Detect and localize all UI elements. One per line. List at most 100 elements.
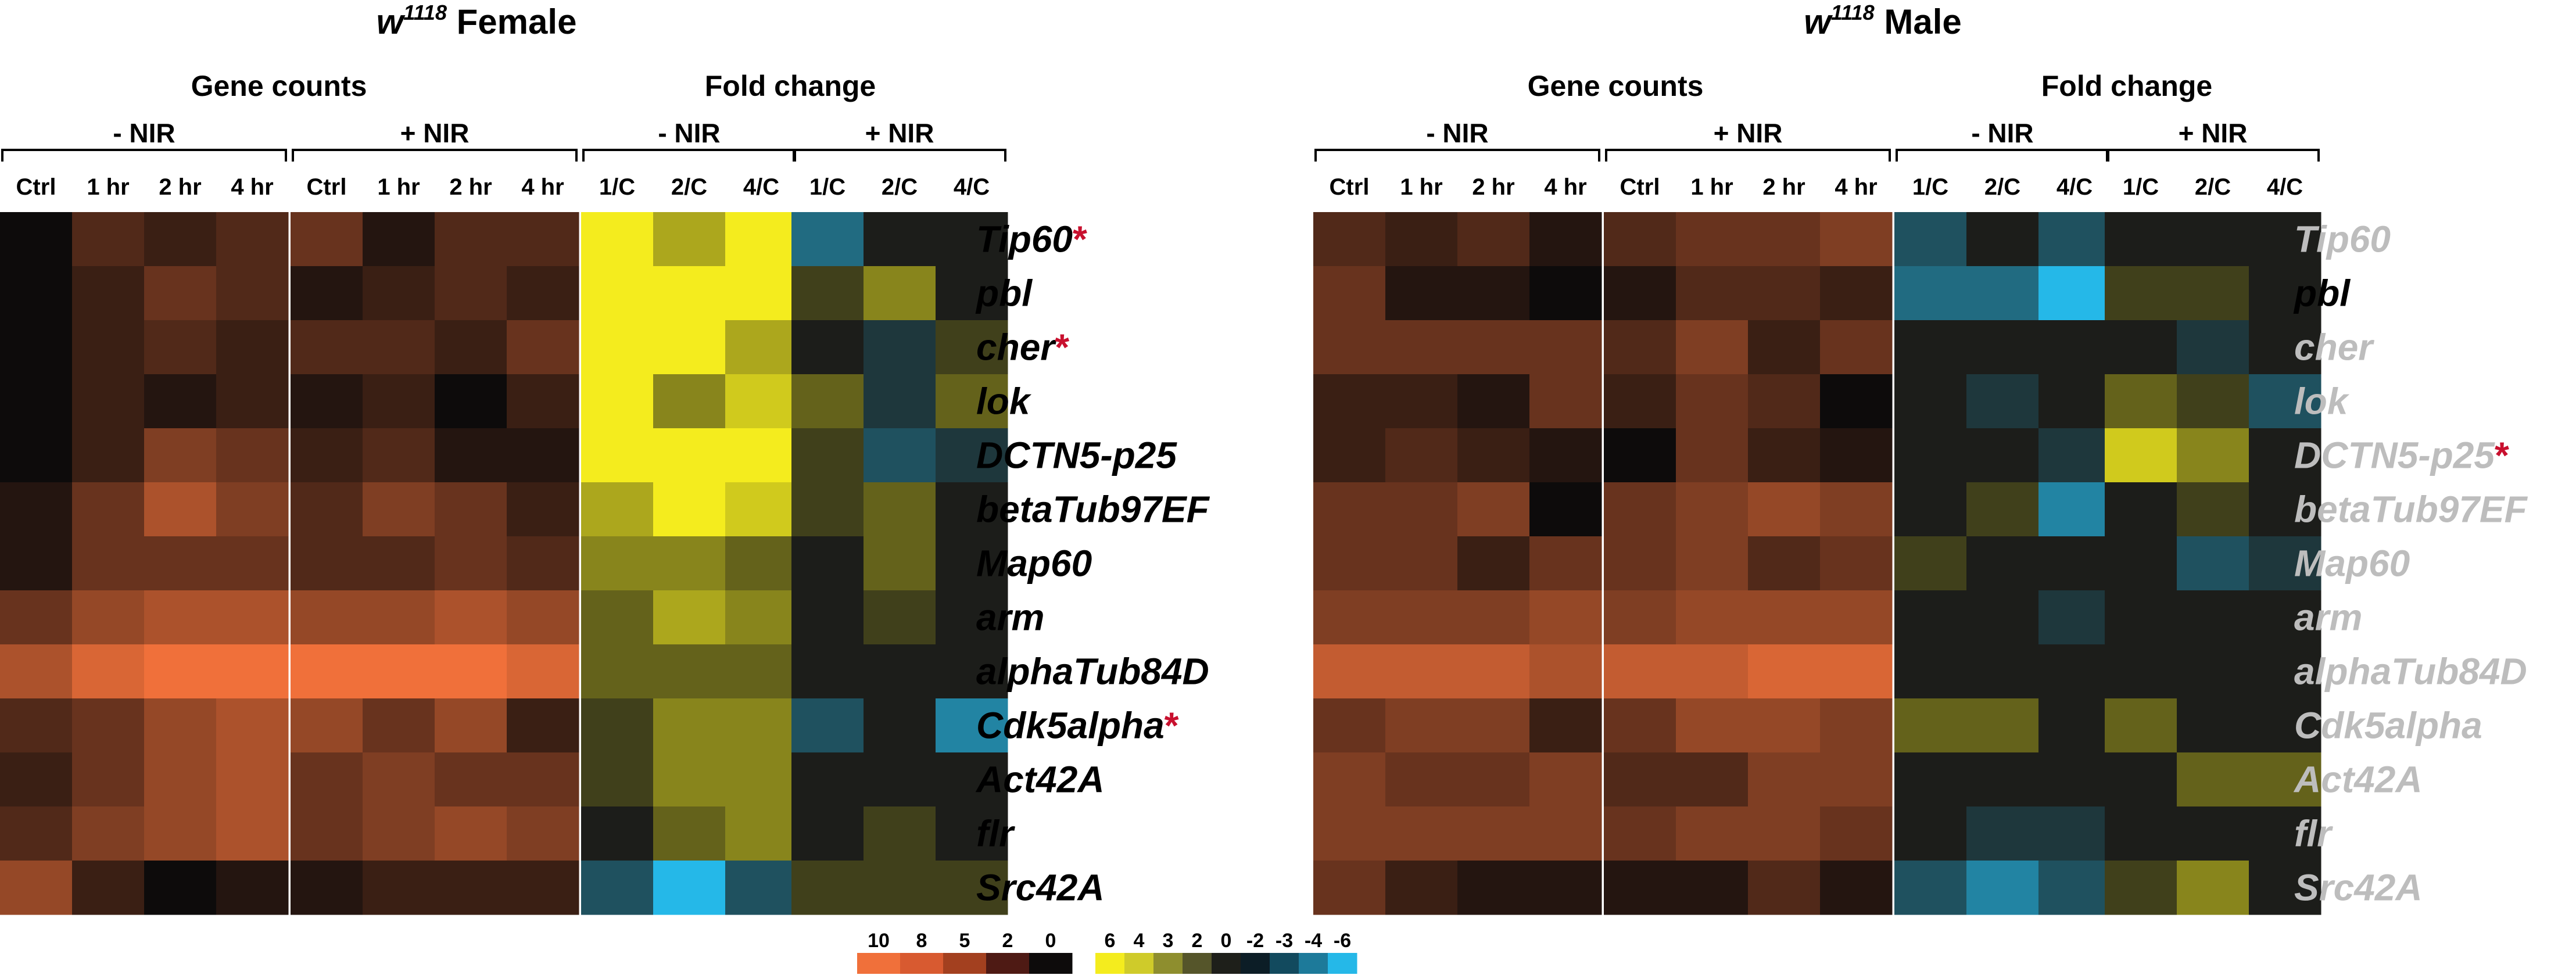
male-cell-counts_plus	[1820, 320, 1893, 375]
female-col-label: 1 hr	[377, 174, 420, 200]
female-cell-fold_plus	[936, 266, 1008, 321]
male-gene-label: Act42A	[2293, 759, 2423, 801]
male-cell-fold_plus	[2249, 644, 2321, 699]
male-cell-counts_minus	[1313, 428, 1386, 483]
female-cell-counts_plus	[363, 536, 435, 591]
male-cell-fold_plus	[2177, 374, 2249, 429]
male-cell-fold_minus	[1966, 752, 2039, 807]
male-cell-counts_minus	[1313, 590, 1386, 645]
female-cell-fold_plus	[864, 266, 936, 321]
male-cell-counts_minus	[1529, 266, 1602, 321]
female-cell-counts_plus	[435, 861, 507, 915]
female-gene-label: lok	[976, 381, 1032, 422]
female-cell-counts_minus	[0, 644, 73, 699]
female-cell-counts_minus	[144, 374, 217, 429]
female-cell-fold_minus	[653, 590, 726, 645]
male-col-label: 4 hr	[1835, 174, 1877, 200]
male-cell-counts_plus	[1820, 590, 1893, 645]
female-cell-fold_plus	[864, 698, 936, 753]
male-cell-counts_plus	[1604, 428, 1676, 483]
male-cell-counts_minus	[1457, 320, 1530, 375]
male-cell-counts_plus	[1676, 752, 1749, 807]
female-cell-counts_minus	[216, 212, 289, 267]
female-cell-fold_minus	[725, 752, 798, 807]
male-cell-counts_plus	[1748, 428, 1821, 483]
female-cell-fold_minus	[581, 428, 654, 483]
heatmap-cells: - NIR Ctrl 1 hr 2 hr 4 hr + NIR Ctrl 1 hr 2 hr 4 …	[0, 118, 2528, 915]
male-gene-label: pbl	[2293, 273, 2351, 314]
female-cell-counts_minus	[216, 374, 289, 429]
male-cell-fold_plus	[2177, 212, 2249, 267]
male-cell-fold_minus	[2038, 320, 2111, 375]
female-cell-fold_plus	[791, 428, 864, 483]
male-cell-counts_plus	[1676, 698, 1749, 753]
female-col-label: 2/C	[671, 174, 707, 200]
male-cell-counts_plus	[1748, 374, 1821, 429]
male-cell-fold_plus	[2249, 861, 2321, 915]
female-cell-fold_plus	[864, 428, 936, 483]
female-cell-fold_minus	[725, 266, 798, 321]
female-cell-counts_plus	[435, 266, 507, 321]
male-cell-counts_plus	[1676, 374, 1749, 429]
male-col-label: 1 hr	[1690, 174, 1733, 200]
male-cell-counts_plus	[1748, 644, 1821, 699]
female-gene-label: betaTub97EF	[976, 489, 1210, 530]
female-cell-fold_plus	[864, 482, 936, 537]
male-cell-fold_minus	[1966, 644, 2039, 699]
female-cell-counts_plus	[363, 482, 435, 537]
female-gene-label: arm	[976, 597, 1044, 639]
female-cell-fold_minus	[581, 212, 654, 267]
female-cell-counts_plus	[507, 428, 579, 483]
female-cell-counts_minus	[0, 428, 73, 483]
male-cell-counts_plus	[1604, 374, 1676, 429]
female-cell-counts_plus	[291, 482, 363, 537]
male-cell-counts_minus	[1529, 536, 1602, 591]
male-cell-fold_plus	[2177, 698, 2249, 753]
male-cell-counts_plus	[1676, 861, 1749, 915]
male-cell-counts_minus	[1529, 861, 1602, 915]
female-cell-counts_minus	[144, 212, 217, 267]
female-cell-fold_minus	[653, 536, 726, 591]
male-cell-counts_minus	[1313, 861, 1386, 915]
male-cell-counts_minus	[1313, 536, 1386, 591]
male-cell-fold_minus	[1966, 320, 2039, 375]
legend-swatch	[986, 953, 1030, 974]
female-subgroup-counts_plus: + NIR	[400, 118, 470, 148]
female-cell-counts_plus	[363, 374, 435, 429]
male-cell-fold_plus	[2249, 482, 2321, 537]
female-cell-counts_plus	[507, 482, 579, 537]
male-cell-counts_plus	[1820, 644, 1893, 699]
female-cell-fold_minus	[725, 374, 798, 429]
female-cell-fold_plus	[791, 320, 864, 375]
male-cell-counts_minus	[1385, 536, 1458, 591]
female-cell-fold_minus	[653, 482, 726, 537]
male-cell-counts_plus	[1676, 266, 1749, 321]
legend-swatch	[1328, 953, 1357, 974]
female-cell-counts_minus	[72, 698, 145, 753]
female-bracket-fold_plus	[793, 149, 1006, 162]
male-cell-counts_plus	[1604, 806, 1676, 861]
female-cell-counts_plus	[507, 590, 579, 645]
male-gene-counts-header: Gene counts	[1528, 70, 1704, 102]
female-cell-counts_plus	[435, 212, 507, 267]
male-cell-counts_minus	[1313, 212, 1386, 267]
female-cell-counts_plus	[291, 644, 363, 699]
male-cell-counts_plus	[1820, 482, 1893, 537]
female-cell-fold_minus	[581, 266, 654, 321]
male-cell-fold_plus	[2105, 698, 2177, 753]
male-cell-counts_plus	[1820, 861, 1893, 915]
female-col-label: 4 hr	[231, 174, 273, 200]
legend-swatch	[1153, 953, 1183, 974]
legend-tick: 6	[1105, 930, 1116, 952]
male-cell-fold_plus	[2105, 374, 2177, 429]
female-cell-counts_minus	[72, 536, 145, 591]
male-cell-fold_minus	[2038, 644, 2111, 699]
female-cell-counts_plus	[435, 536, 507, 591]
male-cell-fold_plus	[2105, 212, 2177, 267]
female-col-label: Ctrl	[307, 174, 347, 200]
female-cell-fold_plus	[791, 536, 864, 591]
male-cell-fold_plus	[2249, 806, 2321, 861]
male-cell-fold_plus	[2105, 482, 2177, 537]
female-cell-counts_minus	[72, 644, 145, 699]
male-gene-label: flr	[2294, 813, 2333, 855]
